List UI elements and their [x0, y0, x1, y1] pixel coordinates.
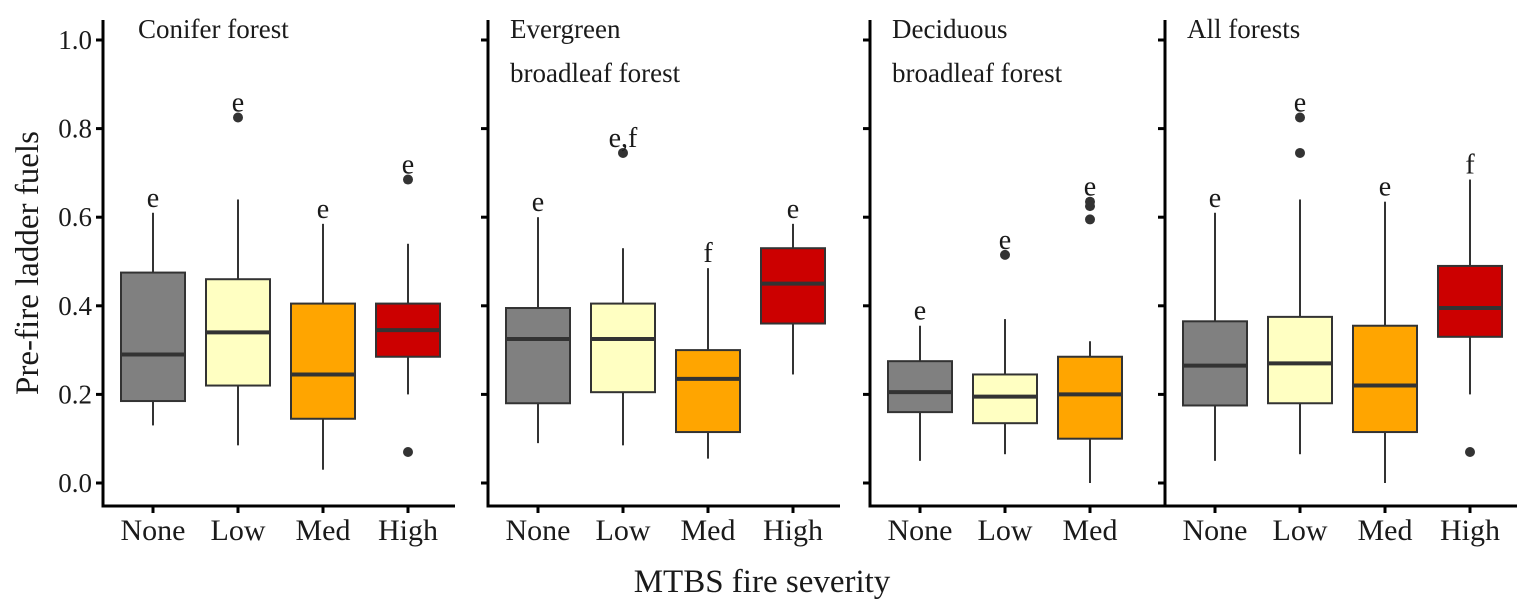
- panels-container: 0.00.20.40.60.81.0 Conifer forestNoneeLow…: [58, 14, 1517, 547]
- outlier-point: [1295, 112, 1305, 123]
- box-med: Med e: [1352, 172, 1418, 547]
- iqr-box: [887, 360, 953, 414]
- iqr-box: [120, 271, 186, 403]
- significance-letter: e: [1209, 183, 1221, 214]
- significance-letter: e,f: [609, 123, 638, 154]
- box-low: Low e: [972, 225, 1038, 547]
- outlier-point: [233, 112, 243, 123]
- box-high: High f: [1437, 150, 1503, 547]
- outlier-point: [1000, 249, 1010, 260]
- y-axis-title: Pre-fire ladder fuels: [10, 131, 46, 395]
- outlier-point: [403, 446, 413, 457]
- y-tick-label: 0.4: [58, 291, 92, 321]
- y-tick-label: 0.2: [58, 379, 92, 409]
- iqr-box: [760, 247, 826, 325]
- significance-letter: e: [232, 88, 244, 119]
- box-high: High e: [760, 194, 826, 547]
- box-none: None e: [887, 296, 953, 547]
- x-tick-label: Low: [978, 514, 1033, 547]
- x-tick-label: High: [1440, 514, 1500, 547]
- y-tick-label: 0.6: [58, 202, 92, 232]
- x-tick-label: None: [1183, 514, 1248, 547]
- x-axis-title: MTBS fire severity: [634, 564, 891, 600]
- significance-letter: f: [703, 238, 713, 269]
- x-tick-label: None: [506, 514, 571, 547]
- box-med: Med f: [675, 238, 741, 547]
- panel-title: Conifer forest: [138, 14, 289, 44]
- outlier-point: [1295, 147, 1305, 158]
- iqr-box: [1182, 320, 1248, 407]
- significance-letter: e: [1084, 172, 1096, 203]
- box-none: None e: [1182, 183, 1248, 547]
- x-tick-label: Med: [1063, 514, 1118, 547]
- panel: All forests None e Low e Med e High f: [1158, 14, 1517, 547]
- x-tick-label: Med: [681, 514, 736, 547]
- significance-letter: e: [1294, 88, 1306, 119]
- outlier-point: [1085, 214, 1095, 225]
- iqr-box: [1057, 355, 1123, 440]
- significance-letter: e: [914, 296, 926, 327]
- panel-title: Deciduous: [892, 14, 1007, 44]
- panel-title: broadleaf forest: [510, 58, 681, 88]
- outlier-point: [1465, 446, 1475, 457]
- significance-letter: e: [532, 187, 544, 218]
- iqr-box: [590, 302, 656, 394]
- significance-letter: e: [787, 194, 799, 225]
- x-tick-label: Med: [1358, 514, 1413, 547]
- x-tick-label: High: [378, 514, 438, 547]
- significance-letter: e: [999, 225, 1011, 256]
- x-tick-label: None: [888, 514, 953, 547]
- outlier-point: [618, 147, 628, 158]
- iqr-box: [675, 349, 741, 434]
- x-tick-label: High: [763, 514, 823, 547]
- iqr-box: [290, 302, 356, 420]
- panel: Evergreen broadleaf forest None e Low e,f Med f…: [481, 14, 840, 547]
- x-tick-label: Low: [596, 514, 651, 547]
- panel: Deciduous broadleaf forest None e Low e Med e: [863, 14, 1222, 547]
- y-tick-label: 1.0: [58, 25, 92, 55]
- significance-letter: e: [147, 183, 159, 214]
- box-low: Low e: [1267, 88, 1333, 547]
- x-tick-label: Med: [296, 514, 351, 547]
- significance-letter: e: [402, 150, 414, 181]
- outlier-point: [1085, 201, 1095, 212]
- significance-letter: e: [1379, 172, 1391, 203]
- panel-title: All forests: [1187, 14, 1300, 44]
- iqr-box: [972, 373, 1038, 425]
- x-tick-label: Low: [1273, 514, 1328, 547]
- box-none: None e: [120, 183, 186, 547]
- panel: 0.00.20.40.60.81.0 Conifer forestNoneeLow…: [58, 14, 455, 547]
- y-tick-label: 0.8: [58, 114, 92, 144]
- panel-title: broadleaf forest: [892, 58, 1063, 88]
- iqr-box: [1437, 264, 1503, 338]
- x-tick-label: Low: [211, 514, 266, 547]
- iqr-box: [1267, 315, 1333, 405]
- box-med: Med e: [1057, 172, 1123, 547]
- box-low: Low e,f: [590, 123, 656, 547]
- iqr-box: [1352, 324, 1418, 434]
- significance-letter: f: [1465, 150, 1475, 181]
- x-tick-label: None: [121, 514, 186, 547]
- box-high: High e: [375, 150, 441, 547]
- significance-letter: e: [317, 194, 329, 225]
- box-med: Med e: [290, 194, 356, 547]
- panel-title: Evergreen: [510, 14, 621, 44]
- outlier-point: [403, 174, 413, 185]
- iqr-box: [505, 307, 571, 405]
- box-none: None e: [505, 187, 571, 547]
- y-tick-label: 0.0: [58, 468, 92, 498]
- box-low: Low e: [205, 88, 271, 547]
